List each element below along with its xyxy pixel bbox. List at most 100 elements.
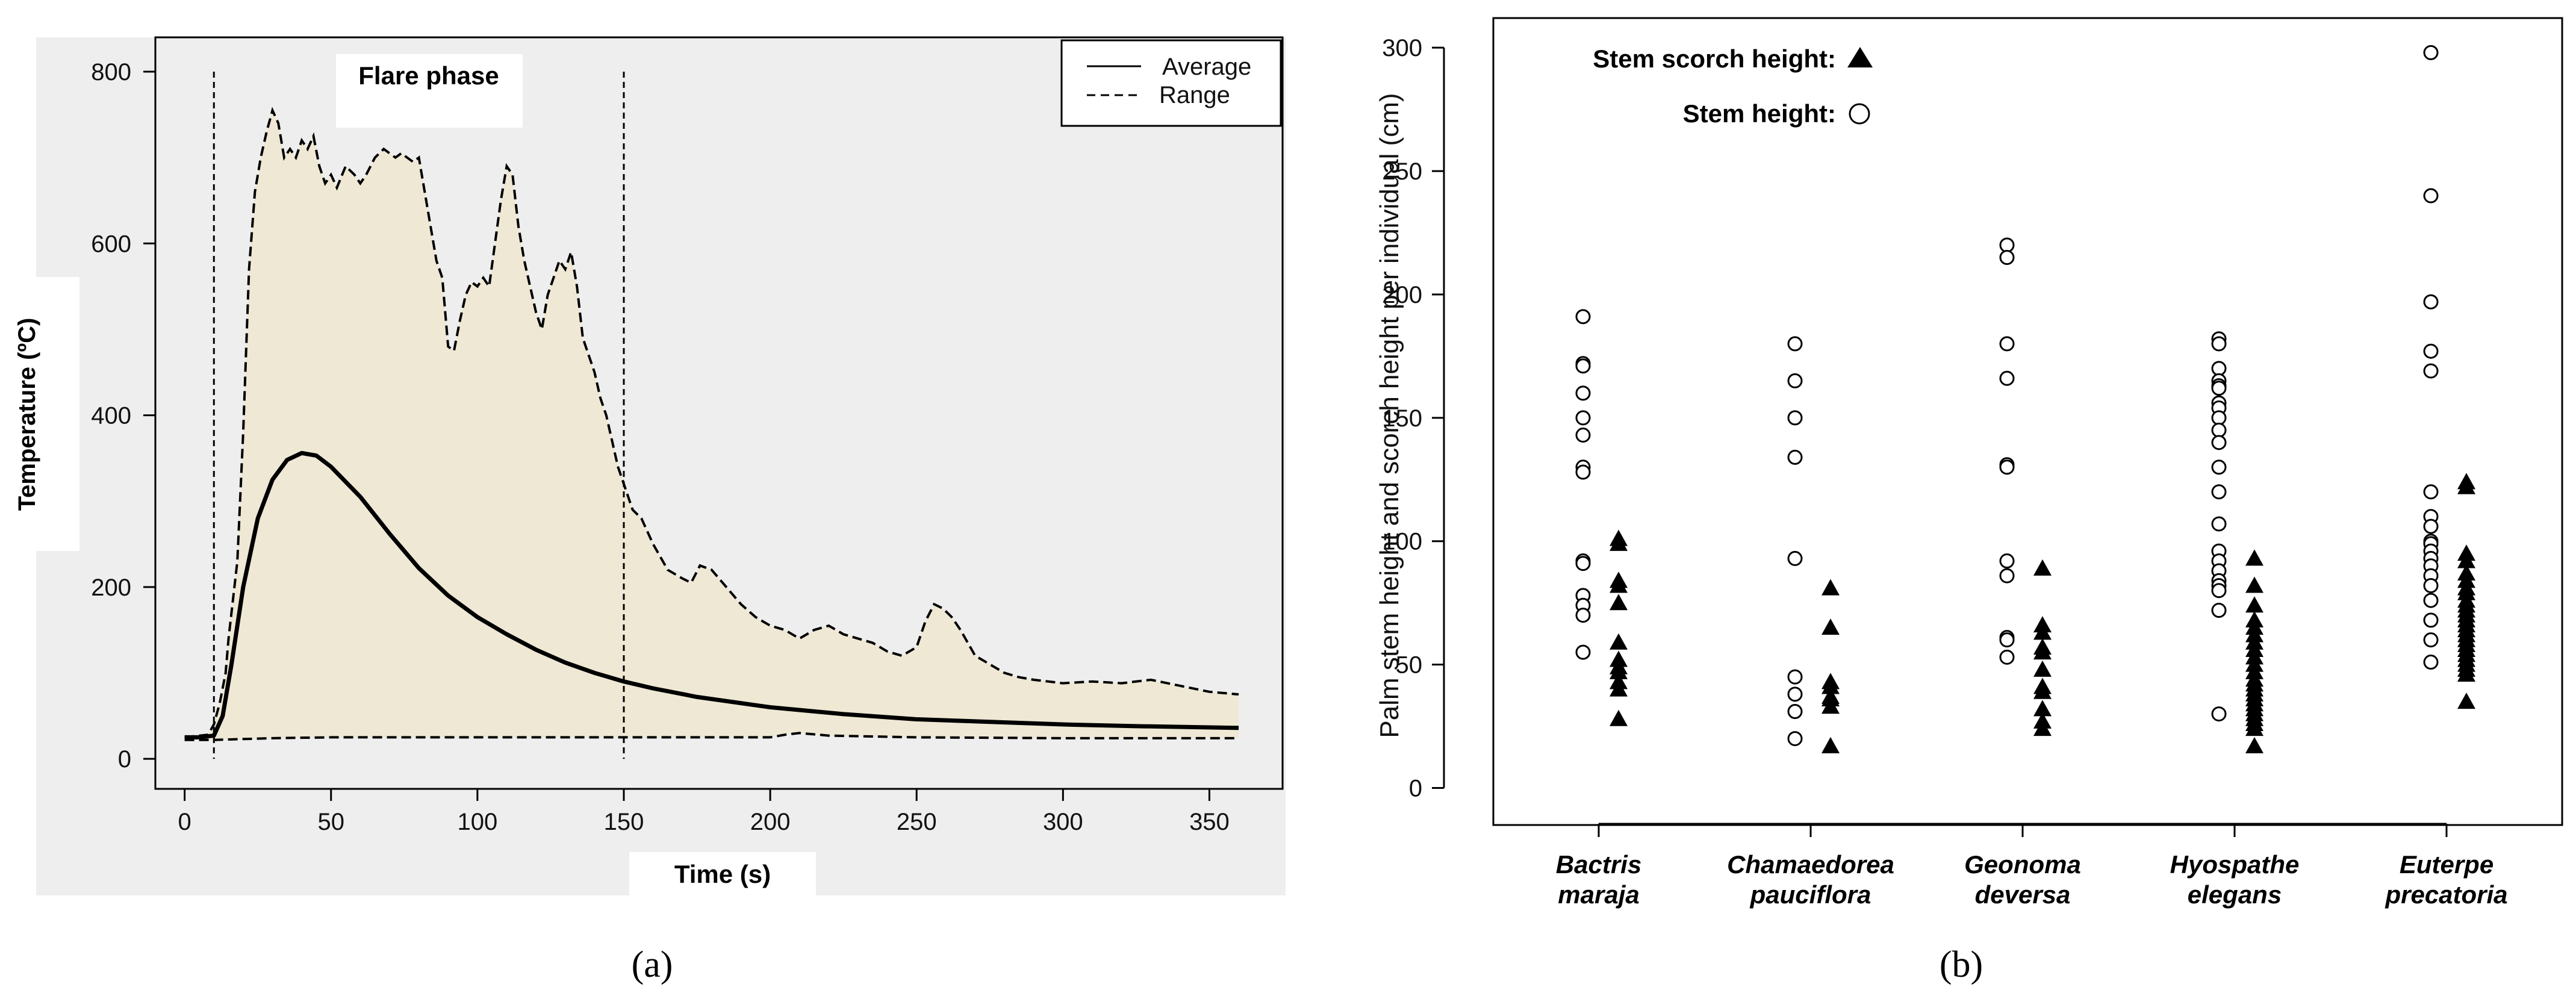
- stem-height-point: [1575, 644, 1591, 660]
- stem-height-point: [1787, 703, 1803, 719]
- legend-scorch-label: Stem scorch height:: [1593, 45, 1836, 73]
- panel-a-label: (a): [632, 944, 673, 985]
- stem-height-point: [1999, 553, 2015, 569]
- scorch-height-point: [2457, 552, 2475, 568]
- stem-height-point: [2423, 343, 2439, 359]
- y-tick-label: 0: [118, 746, 131, 773]
- stem-height-point: [1575, 410, 1591, 426]
- scorch-height-point: [2457, 665, 2475, 682]
- stem-height-point: [1999, 632, 2015, 648]
- scorch-height-point: [1610, 680, 1628, 697]
- stem-height-point: [1575, 385, 1591, 401]
- stem-height-point: [2211, 336, 2227, 352]
- scorch-height-point: [1610, 633, 1628, 650]
- stem-height-point: [1999, 249, 2015, 265]
- scorch-height-point: [2033, 559, 2052, 576]
- category-species-pauciflora: pauciflora: [1750, 880, 1871, 909]
- scorch-height-point: [2457, 478, 2475, 494]
- stem-height-point: [1575, 309, 1591, 325]
- stem-height-point: [2211, 583, 2227, 599]
- stem-height-point: [2211, 706, 2227, 722]
- scorch-height-point: [1610, 709, 1628, 726]
- stem-height-point: [2211, 361, 2227, 376]
- stem-height-point: [2211, 484, 2227, 500]
- x-axis-label: Time (s): [674, 860, 771, 888]
- y-tick-label: 800: [91, 59, 131, 86]
- stem-height-point: [1999, 370, 2015, 386]
- x-tick-label: 250: [897, 809, 937, 835]
- stem-height-point: [1999, 336, 2015, 352]
- stem-height-point: [1787, 373, 1803, 388]
- stem-height-point: [1575, 556, 1591, 571]
- stem-height-point: [2423, 294, 2439, 310]
- stem-height-point: [1575, 464, 1591, 480]
- y-tick-label: 250: [1382, 158, 1422, 185]
- scorch-height-point: [2033, 682, 2052, 699]
- category-genus-chamaedorea: Chamaedorea: [1727, 850, 1894, 879]
- panel-b-label: (b): [1940, 944, 1983, 985]
- stem-height-point: [2211, 459, 2227, 475]
- x-tick-label: 350: [1189, 809, 1230, 835]
- y-tick-label: 300: [1382, 35, 1422, 61]
- category-species-elegans: elegans: [2188, 880, 2282, 909]
- stem-height-point: [1787, 449, 1803, 465]
- series-range-min-line: [184, 732, 1239, 741]
- x-tick-label: 100: [457, 809, 497, 835]
- series-average-line: [184, 450, 1239, 739]
- stem-height-point: [2423, 578, 2439, 594]
- category-species-maraja: maraja: [1558, 880, 1639, 909]
- scorch-height-point: [2245, 736, 2263, 753]
- scorch-height-point: [1822, 618, 1840, 635]
- series-range-max-line: [184, 107, 1239, 739]
- stem-height-point: [2211, 516, 2227, 532]
- stem-height-point: [2423, 188, 2439, 204]
- stem-height-point: [1575, 358, 1591, 374]
- category-genus-euterpe: Euterpe: [2400, 850, 2494, 879]
- y-tick-label: 150: [1382, 405, 1422, 432]
- category-species-precatoria: precatoria: [2385, 880, 2507, 909]
- legend-triangle-marker: [1847, 47, 1873, 67]
- stem-height-point: [2211, 422, 2227, 438]
- stem-height-point: [1999, 568, 2015, 584]
- scorch-height-point: [2457, 693, 2475, 709]
- scorch-height-point: [1822, 677, 1840, 694]
- stem-height-point: [2423, 45, 2439, 60]
- stem-height-point: [2423, 632, 2439, 648]
- scorch-height-point: [2245, 596, 2263, 613]
- stem-height-point: [2211, 381, 2227, 396]
- ylabel-backdrop: [12, 277, 79, 551]
- stem-height-point: [1787, 336, 1803, 352]
- y-axis-label: Palm stem height and scorch height per i…: [1375, 93, 1404, 738]
- legend-b: Stem scorch height: Stem height:: [1593, 45, 1873, 128]
- plot-b-frame: [1492, 17, 2563, 826]
- category-species-deversa: deversa: [1975, 880, 2071, 909]
- scorch-height-point: [2033, 700, 2052, 717]
- y-tick-label: 200: [1382, 282, 1422, 308]
- stem-height-point: [2211, 410, 2227, 426]
- scorch-height-point: [1822, 736, 1840, 753]
- panel-b-stem-height-chart: 0 50 100 150 200 250 300 Palm stem height and …: [1375, 17, 2563, 985]
- stem-height-point: [1787, 410, 1803, 426]
- xlabel-backdrop: [629, 852, 816, 895]
- scorch-height-point: [1610, 594, 1628, 611]
- stem-height-point: [2423, 518, 2439, 534]
- category-genus-bactris: Bactris: [1556, 850, 1641, 879]
- legend-stem-label: Stem height:: [1683, 99, 1836, 128]
- y-tick-label: 400: [91, 403, 131, 429]
- legend-circle-marker: [1849, 103, 1870, 125]
- stem-height-point: [2423, 593, 2439, 608]
- plot-a-frame: [154, 36, 1284, 790]
- category-genus-hyospathe: Hyospathe: [2170, 850, 2300, 879]
- stem-height-point: [2423, 612, 2439, 628]
- stem-height-point: [2211, 602, 2227, 618]
- legend-average-label: Average: [1162, 54, 1251, 80]
- stem-height-point: [1575, 608, 1591, 623]
- y-tick-label: 0: [1409, 776, 1422, 802]
- scorch-height-point: [1610, 576, 1628, 593]
- scorch-height-point: [1822, 579, 1840, 596]
- stem-height-point: [2211, 435, 2227, 450]
- stem-height-point: [2423, 363, 2439, 379]
- scorch-height-point: [2033, 623, 2052, 640]
- y-tick-label: 600: [91, 231, 131, 257]
